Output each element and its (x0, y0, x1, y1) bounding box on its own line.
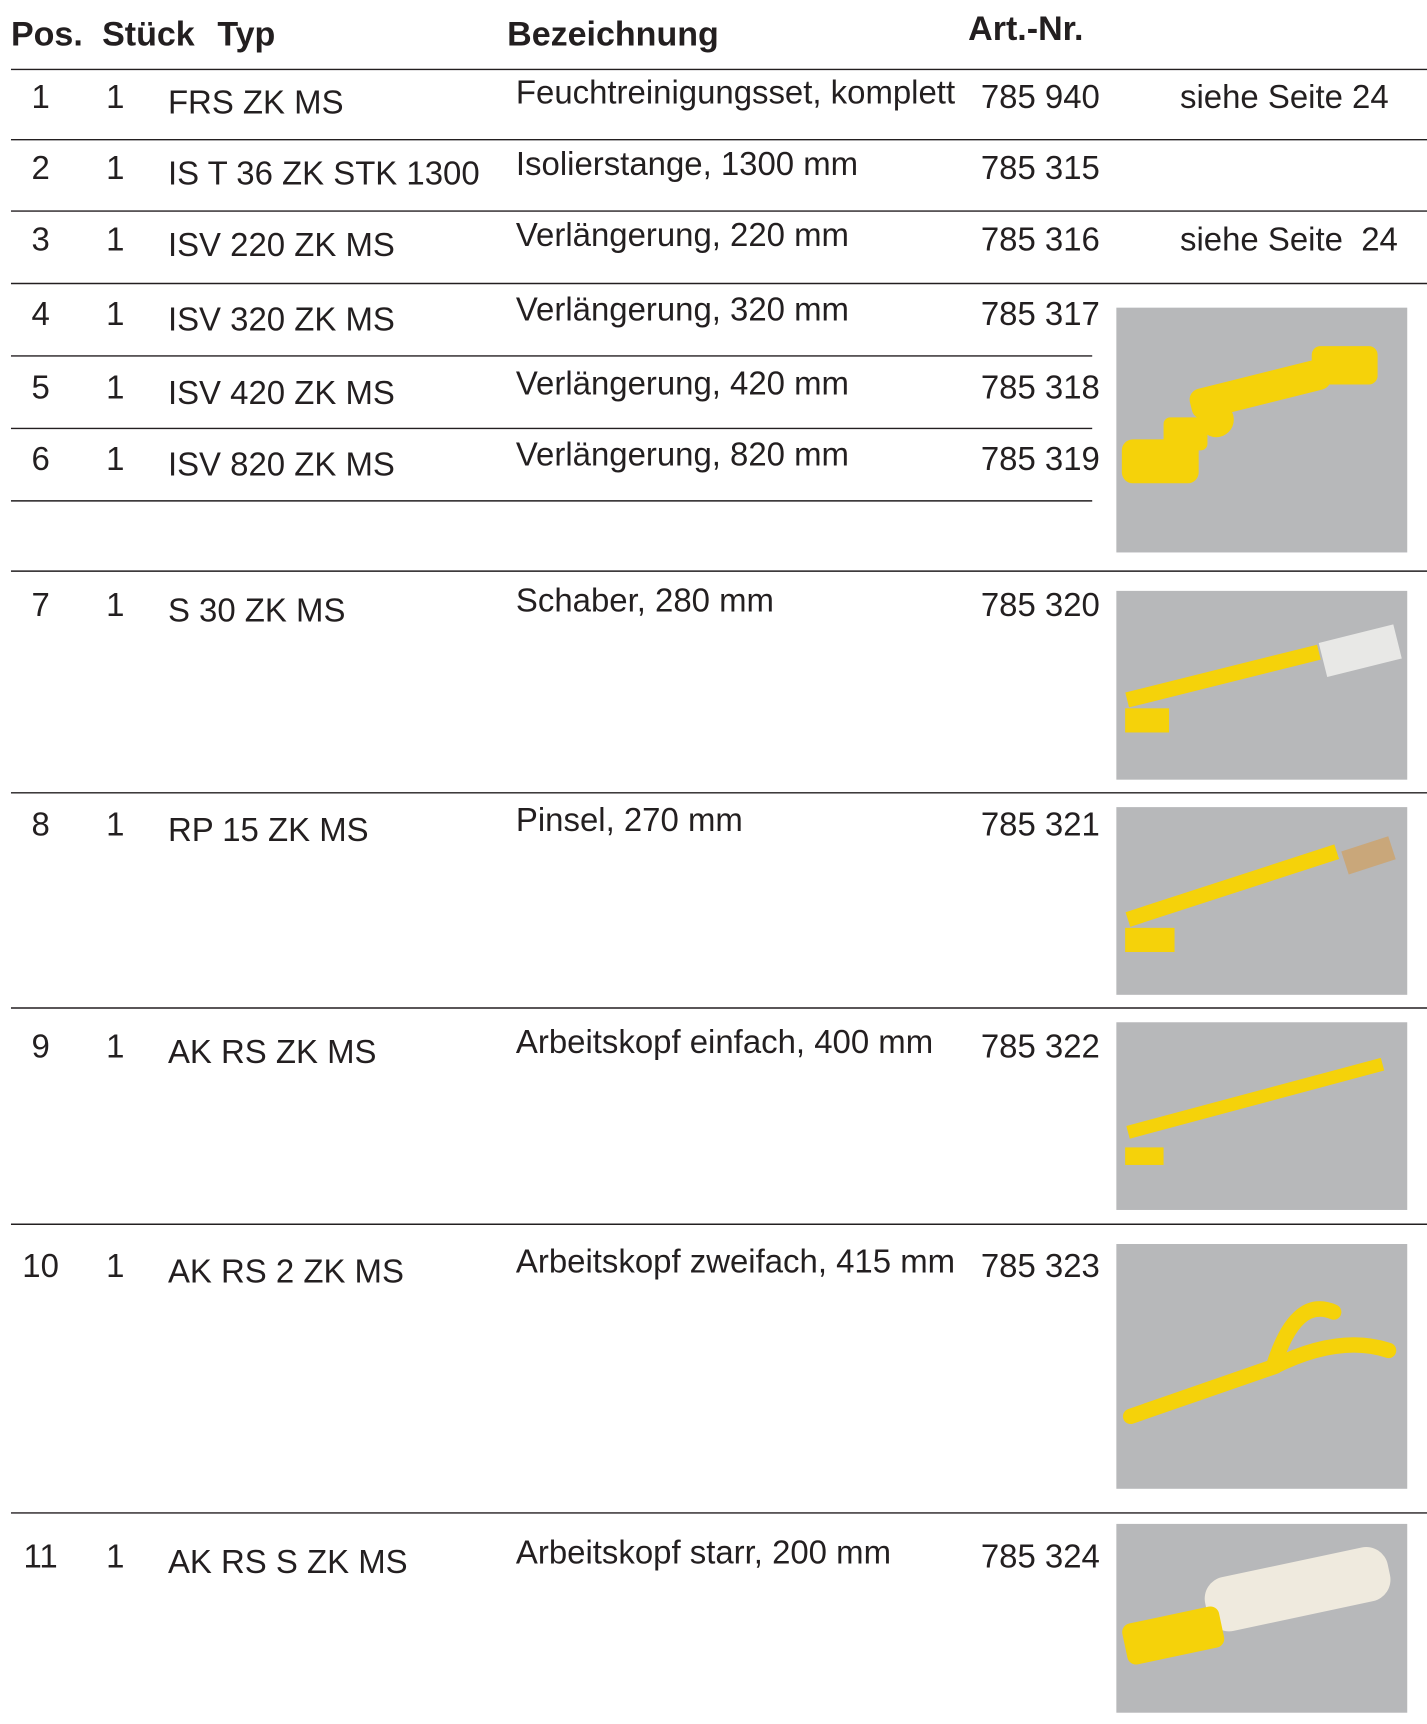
qty: 1 (106, 586, 124, 623)
note: siehe Seite 24 (1180, 78, 1389, 115)
qty: 1 (106, 440, 124, 477)
photo (1116, 807, 1408, 995)
photo (1116, 307, 1408, 553)
description: Arbeitskopf starr, 200 mm (516, 1533, 891, 1570)
header-description: Bezeichnung (507, 16, 719, 54)
type: AK RS S ZK MS (168, 1543, 408, 1580)
qty: 1 (106, 295, 124, 332)
article: 785 322 (981, 1027, 1100, 1064)
article: 785 319 (981, 440, 1100, 477)
qty: 1 (106, 1538, 124, 1575)
type: AK RS 2 ZK MS (168, 1252, 404, 1289)
qty: 1 (106, 1027, 124, 1064)
article: 785 320 (981, 586, 1100, 623)
article: 785 316 (981, 221, 1100, 258)
article: 785 317 (981, 295, 1100, 332)
photo-tool (1121, 346, 1378, 484)
pos: 4 (31, 295, 49, 332)
qty: 1 (106, 78, 124, 115)
type: ISV 420 ZK MS (168, 374, 395, 411)
type: ISV 220 ZK MS (168, 226, 395, 263)
type: ISV 320 ZK MS (168, 301, 395, 338)
pos: 1 (31, 78, 49, 115)
type: RP 15 ZK MS (168, 811, 369, 848)
header-article: Art.-Nr. (968, 10, 1083, 48)
photo-tool (1122, 1546, 1391, 1665)
description: Isolierstange, 1300 mm (516, 145, 858, 182)
type: AK RS ZK MS (168, 1033, 377, 1070)
description: Verlängerung, 820 mm (516, 436, 849, 473)
qty: 1 (106, 1247, 124, 1284)
pos: 2 (31, 149, 49, 186)
description: Feuchtreinigungsset, komplett (516, 73, 955, 110)
header-type: Typ (217, 16, 275, 54)
type: IS T 36 ZK STK 1300 (168, 155, 480, 192)
description: Pinsel, 270 mm (516, 801, 743, 838)
pos: 3 (31, 221, 49, 258)
article: 785 315 (981, 149, 1100, 186)
type: FRS ZK MS (168, 83, 344, 120)
article: 785 321 (981, 806, 1100, 843)
pos: 9 (31, 1027, 49, 1064)
photo-tool (1122, 1301, 1397, 1425)
article: 785 318 (981, 369, 1100, 406)
header-pos: Pos. (11, 16, 83, 54)
article: 785 940 (981, 78, 1100, 115)
type: S 30 ZK MS (168, 592, 345, 629)
description: Arbeitskopf einfach, 400 mm (516, 1023, 933, 1060)
photo-tool (1125, 836, 1396, 953)
pos: 6 (31, 440, 49, 477)
photo (1116, 1022, 1408, 1210)
pos: 10 (22, 1247, 59, 1284)
qty: 1 (106, 221, 124, 258)
type: ISV 820 ZK MS (168, 446, 395, 483)
photo-tool (1125, 624, 1402, 733)
qty: 1 (106, 149, 124, 186)
pos: 8 (31, 806, 49, 843)
qty: 1 (106, 806, 124, 843)
header-qty: Stück (102, 16, 195, 54)
article: 785 323 (981, 1247, 1100, 1284)
product-photos (1116, 307, 1408, 1713)
article: 785 324 (981, 1538, 1100, 1575)
pos: 11 (24, 1538, 58, 1575)
description: Schaber, 280 mm (516, 582, 774, 619)
qty: 1 (106, 369, 124, 406)
description: Verlängerung, 220 mm (516, 216, 849, 253)
description: Verlängerung, 320 mm (516, 291, 849, 328)
note: siehe Seite 24 (1180, 221, 1398, 258)
photo-tool (1125, 1057, 1385, 1165)
pos: 5 (31, 369, 49, 406)
description: Arbeitskopf zweifach, 415 mm (516, 1242, 955, 1279)
description: Verlängerung, 420 mm (516, 364, 849, 401)
pos: 7 (31, 586, 49, 623)
